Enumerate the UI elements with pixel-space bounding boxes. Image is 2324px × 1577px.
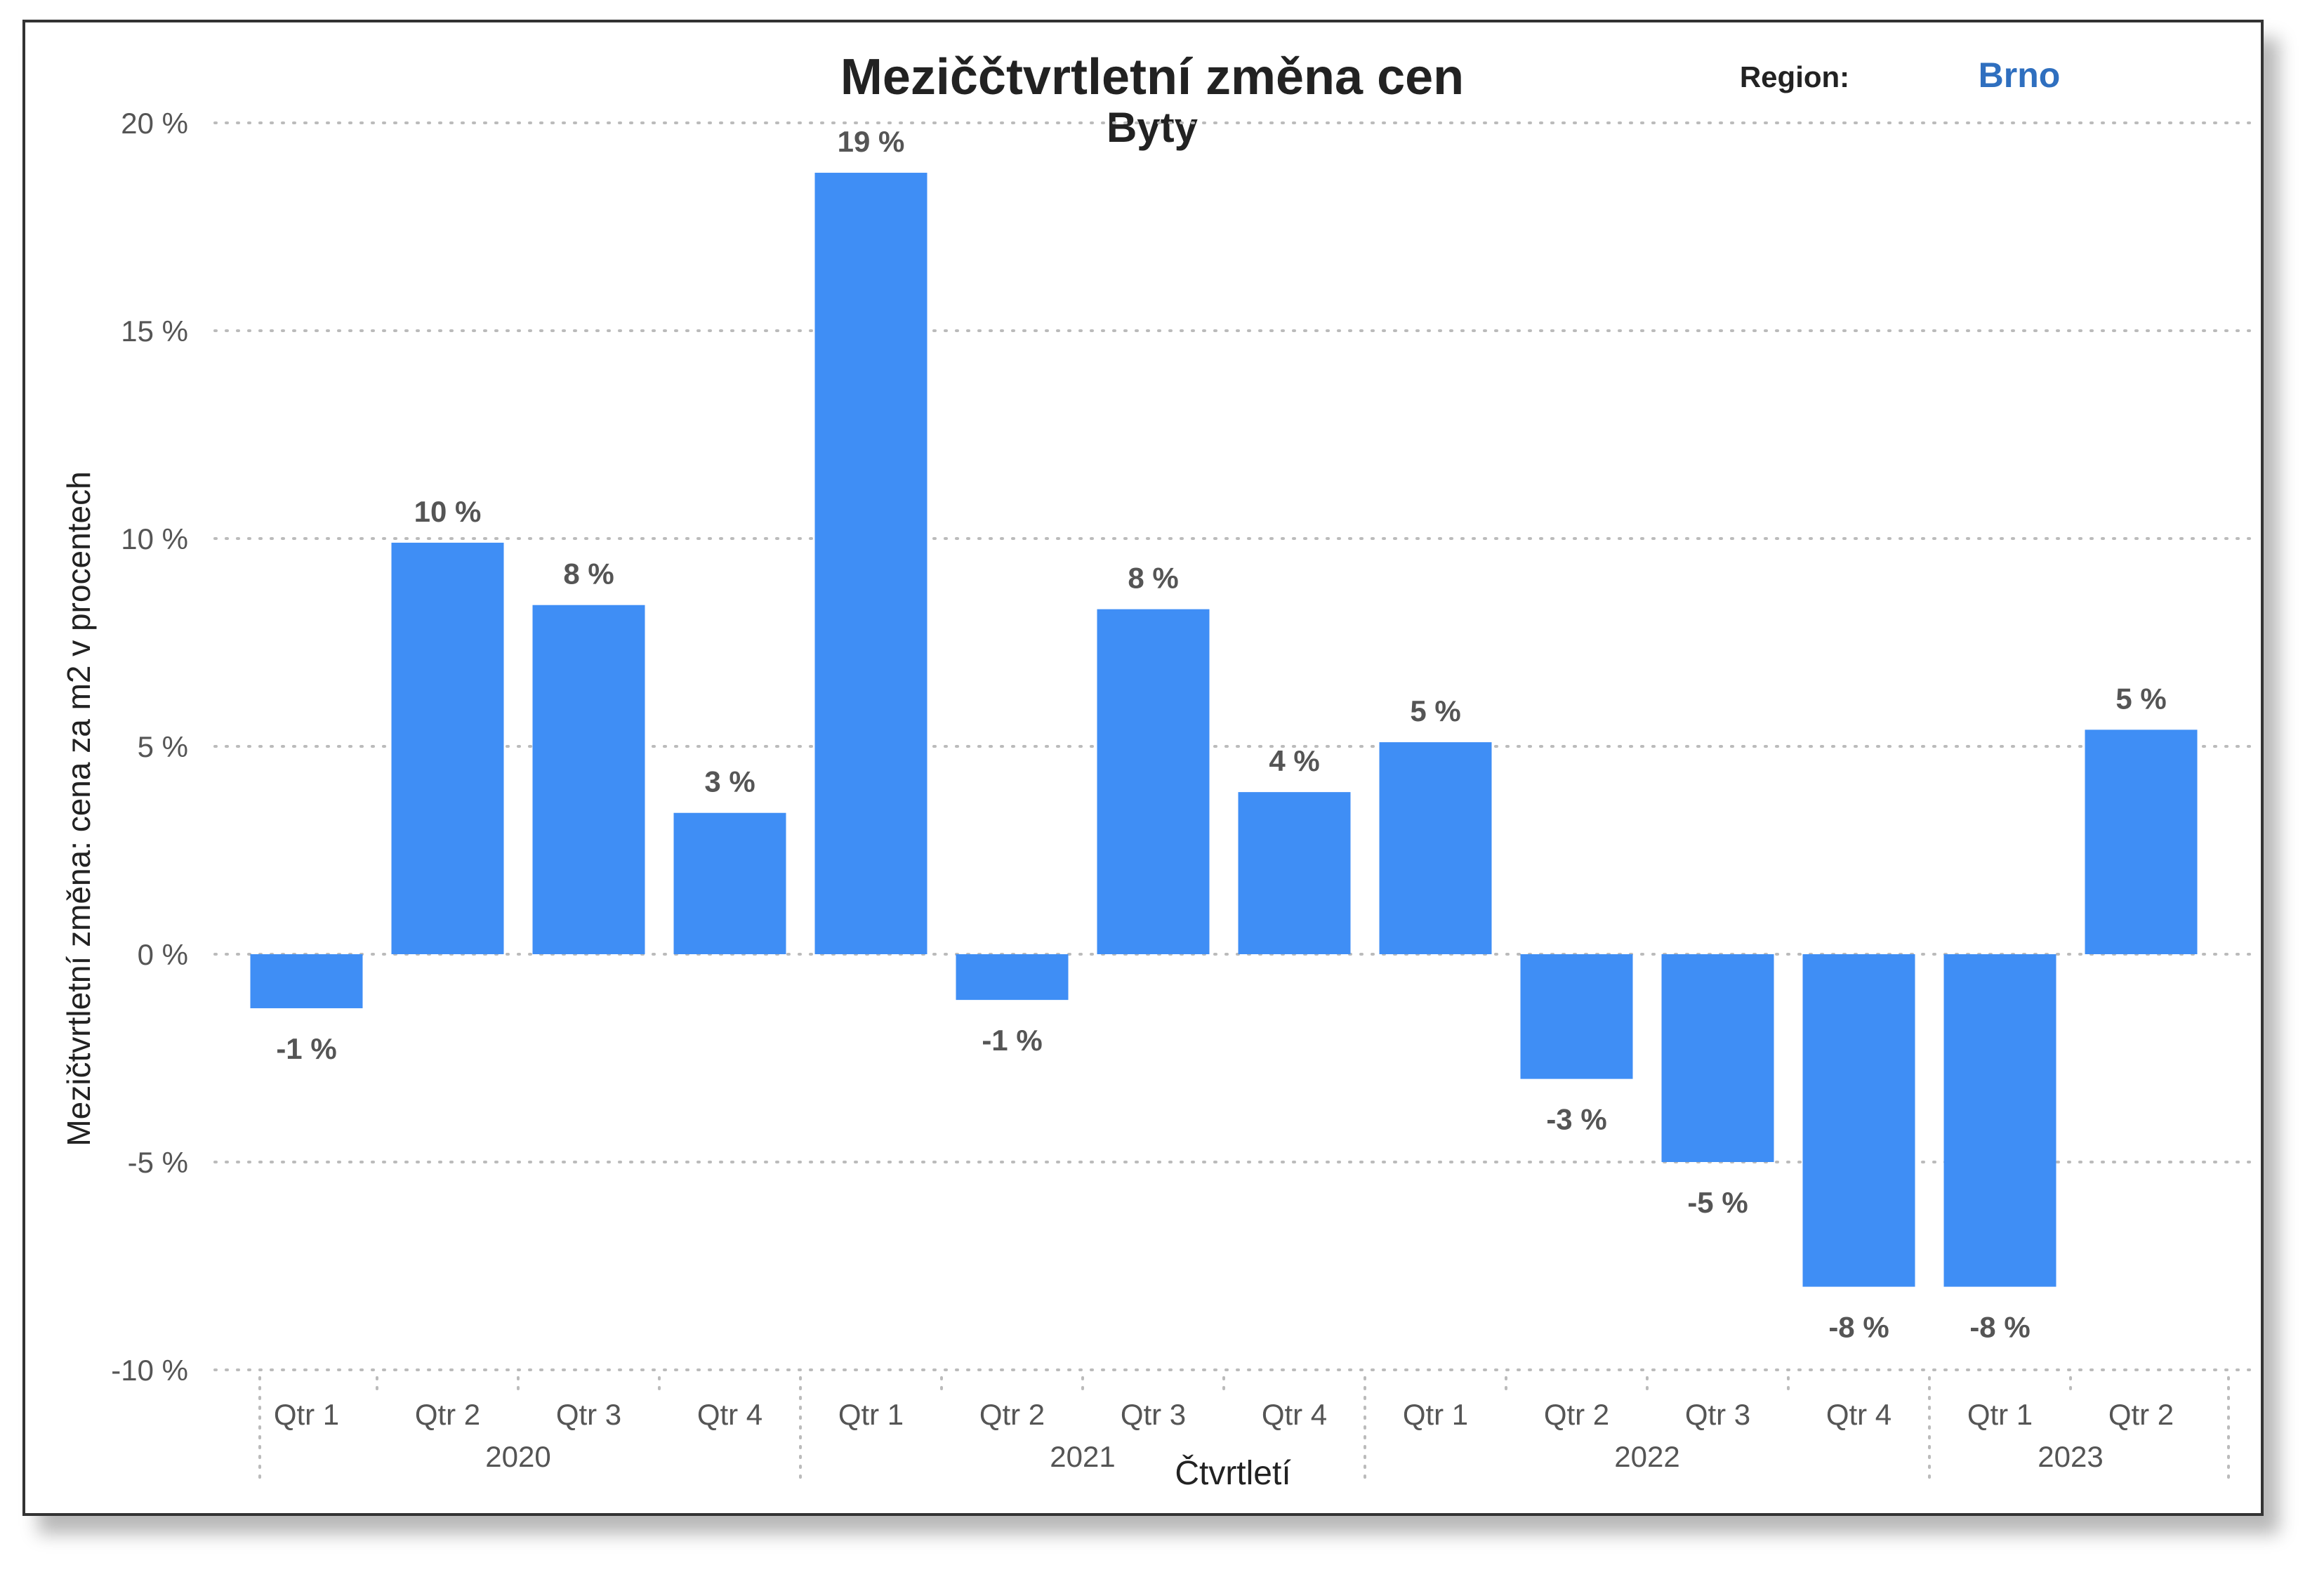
y-tick-label: -10 % — [111, 1354, 188, 1387]
data-label: -3 % — [1546, 1103, 1606, 1136]
data-label: -5 % — [1687, 1186, 1748, 1219]
y-axis-title: Mezičtvrtletní změna: cena za m2 v proce… — [60, 471, 97, 1146]
x-axis: Qtr 1 Qtr 2 Qtr 3 Qtr 4 Qtr 1 Qtr 2 Qtr 3 Qtr 4… — [258, 1376, 2230, 1479]
data-label: -1 % — [276, 1032, 336, 1065]
grid-layer: -10 % -5 % 0 % 5 % 10 % 15 % 20 % — [111, 107, 2259, 1387]
x-group-label: 2022 — [1614, 1440, 1679, 1473]
bar[interactable] — [673, 812, 786, 954]
x-tick-label: Qtr 1 — [1967, 1398, 2033, 1431]
y-tick-label: 20 % — [121, 107, 188, 140]
bar[interactable] — [1520, 954, 1633, 1079]
x-tick-label: Qtr 4 — [1262, 1398, 1327, 1431]
data-label: 10 % — [414, 495, 482, 528]
x-tick-label: Qtr 3 — [556, 1398, 621, 1431]
bar[interactable] — [1238, 792, 1351, 954]
region-filter-value[interactable]: Brno — [1979, 55, 2061, 95]
data-label: -8 % — [1828, 1311, 1889, 1344]
x-tick-label: Qtr 2 — [1544, 1398, 1609, 1431]
y-tick-label: 0 % — [138, 938, 188, 971]
chart-frame: Meziččtvrtletní změna cen Byty Region: B… — [22, 20, 2264, 1516]
x-tick-label: Qtr 3 — [1685, 1398, 1750, 1431]
data-label: -8 % — [1969, 1311, 2030, 1344]
x-tick-label: Qtr 1 — [274, 1398, 339, 1431]
x-group-label: 2020 — [485, 1440, 550, 1473]
bar[interactable] — [1379, 742, 1492, 954]
x-tick-label: Qtr 2 — [979, 1398, 1045, 1431]
chart-subtitle: Byty — [1107, 104, 1199, 151]
data-label: 3 % — [704, 765, 755, 798]
x-group-label: 2021 — [1050, 1440, 1115, 1473]
x-tick-label: Qtr 4 — [697, 1398, 762, 1431]
x-axis-title: Čtvrtletí — [1175, 1454, 1291, 1492]
y-tick-label: 10 % — [121, 522, 188, 555]
y-tick-label: 5 % — [138, 730, 188, 763]
bars-layer — [250, 173, 2198, 1287]
bar[interactable] — [2085, 730, 2198, 954]
y-tick-label: -5 % — [128, 1146, 188, 1179]
bar[interactable] — [1097, 609, 1210, 954]
x-tick-label: Qtr 4 — [1826, 1398, 1891, 1431]
x-tick-label: Qtr 1 — [838, 1398, 904, 1431]
data-label: 8 % — [563, 557, 614, 590]
data-label: -1 % — [982, 1024, 1042, 1057]
bar[interactable] — [814, 173, 927, 954]
x-tick-label: Qtr 2 — [2108, 1398, 2174, 1431]
bar[interactable] — [1661, 954, 1774, 1162]
bar[interactable] — [1943, 954, 2056, 1287]
data-label: 19 % — [838, 125, 905, 158]
x-tick-label: Qtr 2 — [415, 1398, 480, 1431]
region-filter-label: Region: — [1740, 60, 1849, 93]
x-group-label: 2023 — [2038, 1440, 2103, 1473]
chart-svg: Meziččtvrtletní změna cen Byty Region: B… — [60, 49, 2259, 1492]
bar[interactable] — [1802, 954, 1915, 1287]
x-tick-label: Qtr 1 — [1403, 1398, 1468, 1431]
bar[interactable] — [956, 954, 1069, 1001]
bar[interactable] — [532, 605, 645, 954]
data-label: 8 % — [1128, 562, 1178, 595]
bar[interactable] — [250, 954, 363, 1008]
y-tick-label: 15 % — [121, 315, 188, 348]
chart-title: Meziččtvrtletní změna cen — [840, 49, 1464, 105]
data-label: 5 % — [1410, 694, 1460, 727]
data-label: 4 % — [1269, 744, 1319, 777]
x-tick-label: Qtr 3 — [1121, 1398, 1186, 1431]
bar[interactable] — [391, 542, 504, 954]
data-labels-layer: -1 % 10 % 8 % 3 % 19 % -1 % 8 % 4 % 5 % -3 % -5 % -… — [276, 125, 2166, 1344]
data-label: 5 % — [2115, 682, 2166, 715]
